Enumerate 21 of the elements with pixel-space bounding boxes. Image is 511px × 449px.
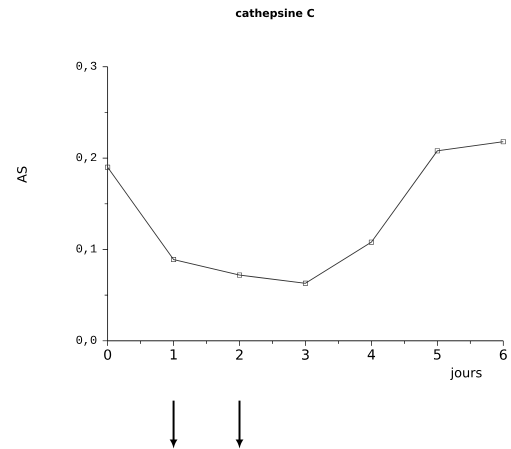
y-tick-label: 0,2 bbox=[76, 152, 96, 163]
y-tick-label: 0,1 bbox=[76, 244, 97, 254]
x-tick-label: 4 bbox=[368, 349, 376, 360]
point bbox=[302, 280, 308, 286]
point bbox=[500, 138, 506, 144]
x-axis-title: jours bbox=[450, 367, 482, 380]
y-axis-title: AS bbox=[17, 166, 27, 183]
point bbox=[171, 256, 176, 262]
x-tick-label: 2 bbox=[236, 349, 243, 360]
x-tick-label: 0 bbox=[104, 349, 112, 360]
chart-title: cathepsine C bbox=[236, 8, 314, 20]
x-tick-label: 6 bbox=[500, 349, 507, 360]
y-tick-label: 0,0 bbox=[76, 336, 96, 346]
x-tick-label: 5 bbox=[434, 349, 441, 360]
x-tick-label: 3 bbox=[302, 349, 309, 360]
y-tick-label: 0,3 bbox=[76, 62, 96, 72]
point bbox=[434, 148, 440, 154]
point bbox=[237, 272, 242, 278]
x-tick-label: 1 bbox=[170, 349, 177, 360]
point bbox=[368, 239, 374, 244]
point bbox=[105, 164, 110, 170]
